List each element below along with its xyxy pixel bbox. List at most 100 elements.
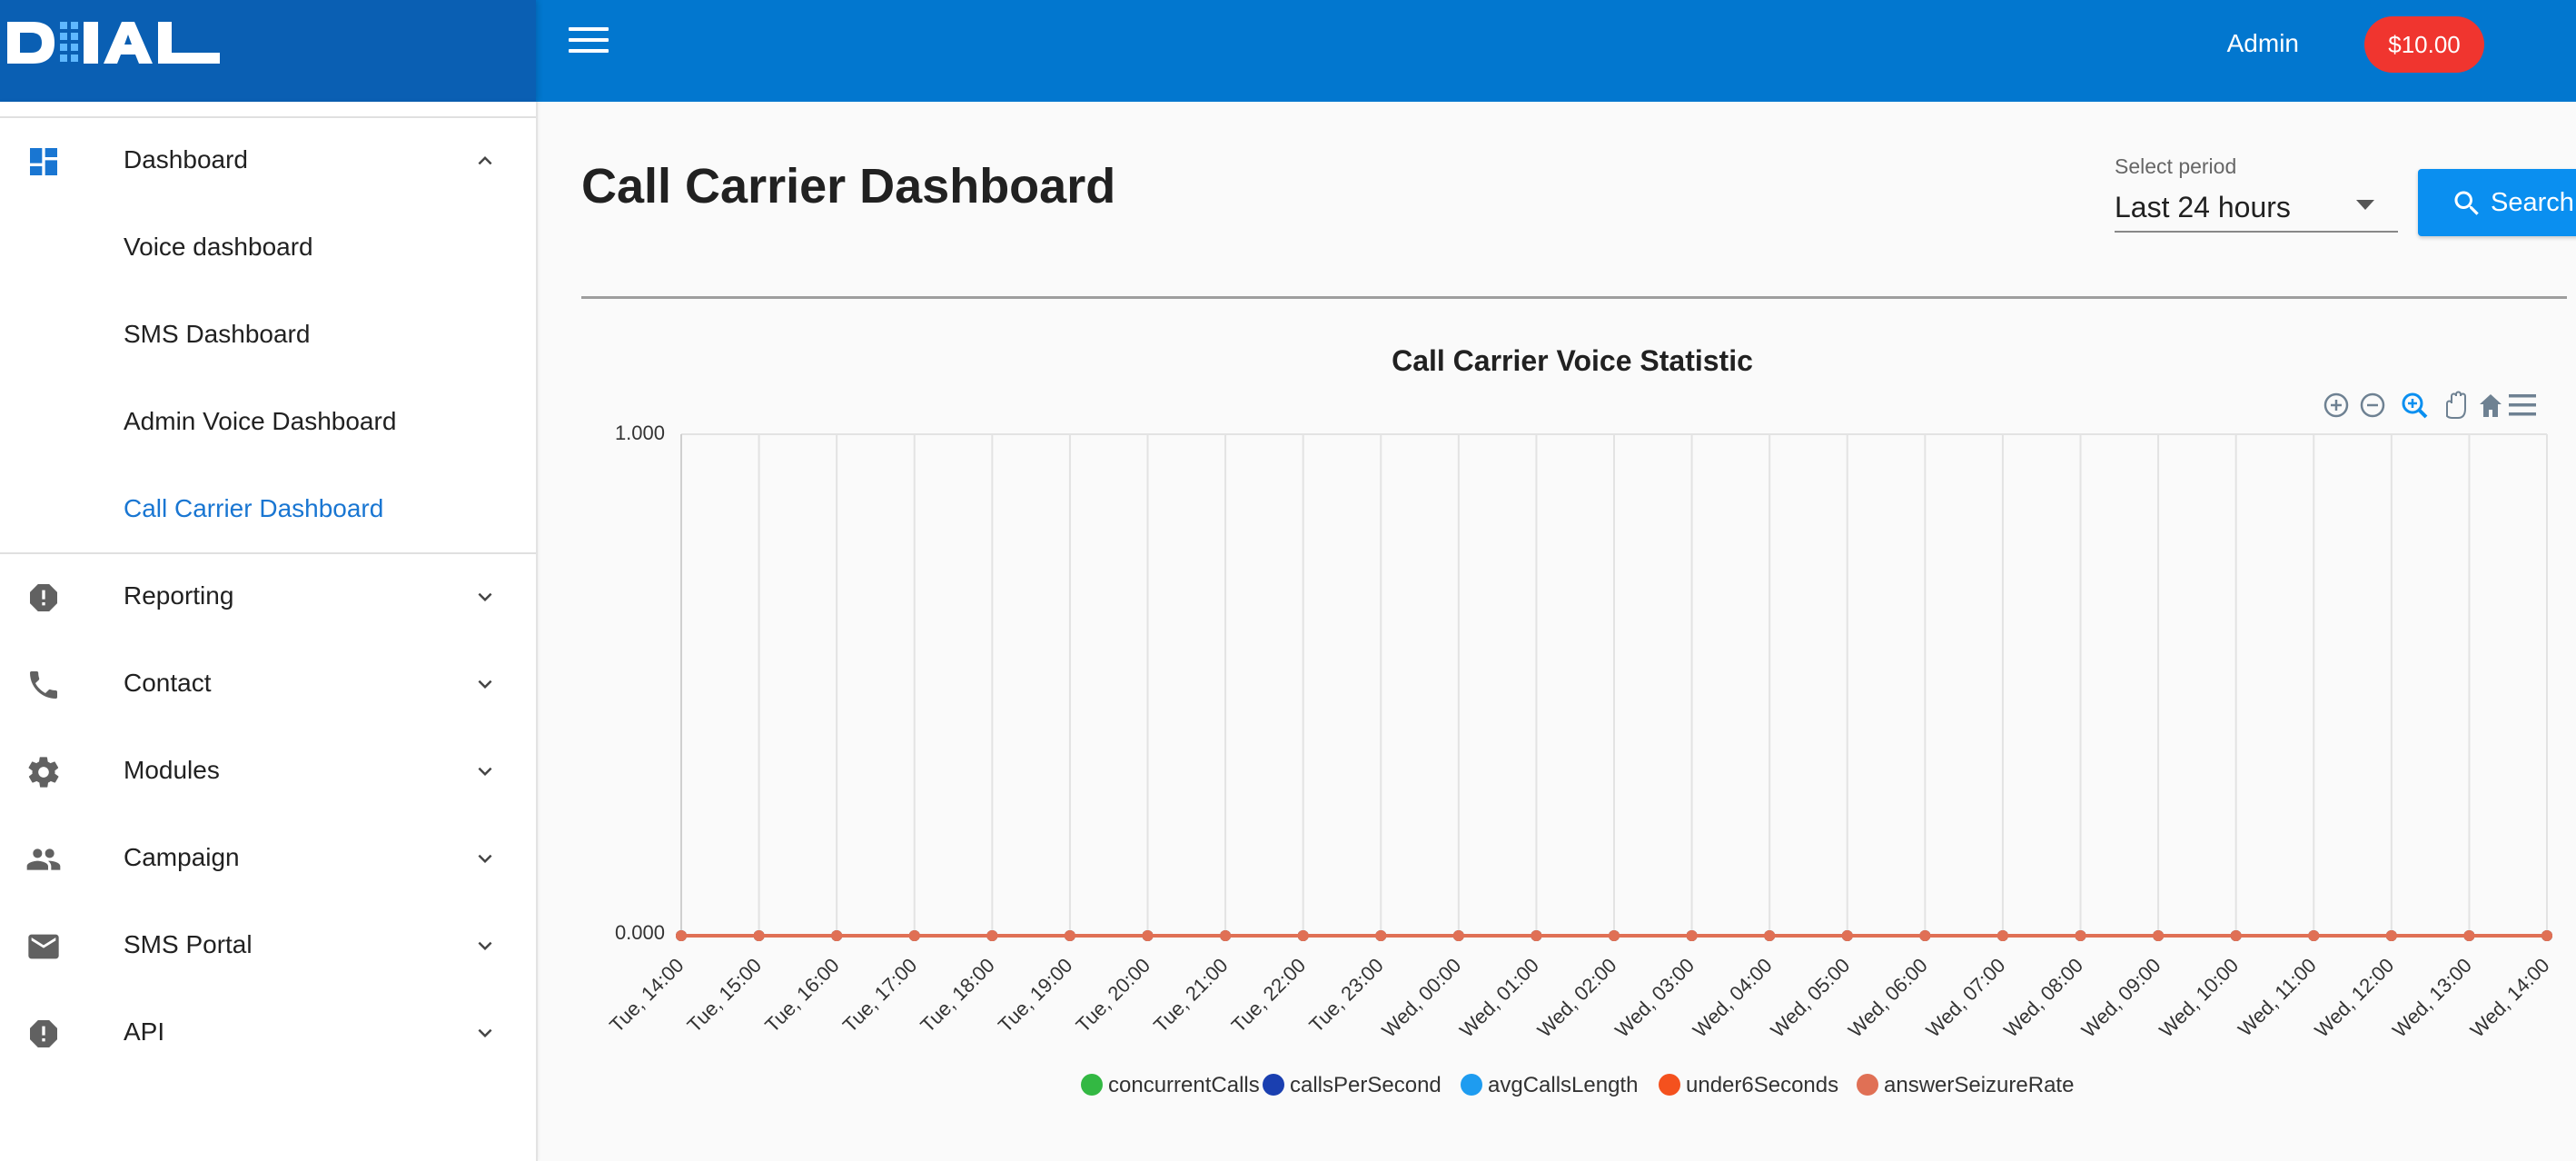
data-point-answerSeizureRate[interactable] bbox=[2385, 930, 2397, 941]
sidebar-item-label: Dashboard bbox=[124, 145, 248, 174]
zoom-in-icon[interactable] bbox=[2323, 392, 2349, 418]
chevron-down-icon[interactable] bbox=[469, 932, 501, 959]
chevron-down-icon[interactable] bbox=[469, 845, 501, 872]
legend-marker bbox=[1659, 1074, 1680, 1096]
legend-marker bbox=[1081, 1074, 1103, 1096]
chevron-down-icon[interactable] bbox=[469, 583, 501, 610]
x-tick-label: Wed, 00:00 bbox=[1377, 954, 1465, 1042]
gear-icon bbox=[28, 757, 59, 788]
content-divider bbox=[581, 296, 2567, 299]
sidebar-item-reporting[interactable]: Reporting bbox=[0, 552, 536, 640]
x-tick-label: Wed, 06:00 bbox=[1844, 954, 1932, 1042]
sidebar-subitem-label: Voice dashboard bbox=[124, 233, 313, 261]
data-point-answerSeizureRate[interactable] bbox=[2308, 930, 2320, 941]
data-point-answerSeizureRate[interactable] bbox=[2541, 930, 2552, 941]
sidebar-item-campaign[interactable]: Campaign bbox=[0, 814, 536, 901]
sidebar-item-label: SMS Portal bbox=[124, 930, 253, 958]
sidebar-item-sms-portal[interactable]: SMS Portal bbox=[0, 901, 536, 988]
data-point-answerSeizureRate[interactable] bbox=[676, 930, 687, 941]
logo-area bbox=[0, 0, 536, 102]
data-point-answerSeizureRate[interactable] bbox=[2075, 930, 2086, 941]
x-tick-label: Wed, 12:00 bbox=[2310, 954, 2398, 1042]
data-point-answerSeizureRate[interactable] bbox=[1375, 930, 1387, 941]
sidebar-item-label: API bbox=[124, 1017, 165, 1046]
x-tick-label: Tue, 20:00 bbox=[1072, 954, 1154, 1037]
legend-marker bbox=[1461, 1074, 1482, 1096]
x-tick-label: Wed, 08:00 bbox=[1999, 954, 2087, 1042]
main-content: Call Carrier Dashboard Select period Las… bbox=[536, 102, 2576, 1161]
data-point-answerSeizureRate[interactable] bbox=[1297, 930, 1309, 941]
legend-item-avgCallsLength[interactable]: avgCallsLength bbox=[1461, 1073, 1638, 1097]
alert-circle-icon bbox=[30, 1020, 57, 1047]
home-reset-icon[interactable] bbox=[2480, 394, 2502, 417]
sidebar-item-api[interactable]: API bbox=[0, 988, 536, 1076]
zoom-selection-icon[interactable] bbox=[2402, 392, 2428, 419]
legend-label: concurrentCalls bbox=[1108, 1073, 1260, 1097]
chart-menu-icon[interactable] bbox=[2509, 394, 2536, 416]
sidebar-subitem-call-carrier-dashboard[interactable]: Call Carrier Dashboard bbox=[0, 465, 536, 552]
chevron-down-icon[interactable] bbox=[469, 1019, 501, 1047]
chart-gridlines bbox=[680, 433, 2548, 934]
chevron-up-icon[interactable] bbox=[469, 147, 501, 174]
sidebar-item-contact[interactable]: Contact bbox=[0, 640, 536, 727]
data-point-answerSeizureRate[interactable] bbox=[1996, 930, 2008, 941]
data-point-answerSeizureRate[interactable] bbox=[908, 930, 920, 941]
menu-toggle-button[interactable] bbox=[569, 27, 609, 60]
data-point-answerSeizureRate[interactable] bbox=[1919, 930, 1931, 941]
data-point-answerSeizureRate[interactable] bbox=[1841, 930, 1853, 941]
sidebar-subitem-sms-dashboard[interactable]: SMS Dashboard bbox=[0, 291, 536, 378]
sidebar-item-dashboard[interactable]: Dashboard bbox=[0, 116, 536, 203]
x-tick-label: Wed, 11:00 bbox=[2234, 954, 2321, 1041]
data-point-answerSeizureRate[interactable] bbox=[2230, 930, 2242, 941]
data-point-answerSeizureRate[interactable] bbox=[753, 930, 765, 941]
sidebar-subitem-label: Call Carrier Dashboard bbox=[124, 494, 384, 522]
search-button[interactable]: Search bbox=[2418, 169, 2576, 236]
data-point-answerSeizureRate[interactable] bbox=[1764, 930, 1776, 941]
data-point-answerSeizureRate[interactable] bbox=[1686, 930, 1698, 941]
sidebar-subitem-admin-voice-dashboard[interactable]: Admin Voice Dashboard bbox=[0, 378, 536, 465]
x-tick-label: Wed, 10:00 bbox=[2155, 954, 2243, 1042]
sidebar-subitem-voice-dashboard[interactable]: Voice dashboard bbox=[0, 203, 536, 291]
x-tick-label: Tue, 18:00 bbox=[916, 954, 998, 1037]
legend-label: avgCallsLength bbox=[1488, 1073, 1638, 1097]
sidebar-item-label: Contact bbox=[124, 669, 212, 697]
data-point-answerSeizureRate[interactable] bbox=[1452, 930, 1464, 941]
chevron-down-icon[interactable] bbox=[469, 758, 501, 785]
data-point-answerSeizureRate[interactable] bbox=[1531, 930, 1542, 941]
legend-item-concurrentCalls[interactable]: concurrentCalls bbox=[1081, 1073, 1260, 1097]
user-label[interactable]: Admin bbox=[2226, 29, 2299, 57]
sidebar-item-modules[interactable]: Modules bbox=[0, 727, 536, 814]
mail-icon bbox=[28, 934, 59, 959]
legend-marker bbox=[1857, 1074, 1878, 1096]
data-point-answerSeizureRate[interactable] bbox=[1220, 930, 1232, 941]
dial-logo[interactable] bbox=[5, 18, 223, 67]
sidebar-divider bbox=[0, 552, 536, 554]
top-app-bar: Admin $10.00 bbox=[0, 0, 2576, 102]
x-tick-label: Tue, 15:00 bbox=[683, 954, 766, 1037]
x-tick-label: Wed, 05:00 bbox=[1766, 954, 1854, 1042]
phone-icon bbox=[30, 671, 57, 699]
period-select[interactable]: Last 24 hours bbox=[2115, 180, 2398, 233]
legend-item-answerSeizureRate[interactable]: answerSeizureRate bbox=[1857, 1073, 2074, 1097]
data-point-answerSeizureRate[interactable] bbox=[1064, 930, 1075, 941]
sidebar-subitem-label: SMS Dashboard bbox=[124, 320, 311, 348]
legend-marker bbox=[1263, 1074, 1284, 1096]
data-point-answerSeizureRate[interactable] bbox=[986, 930, 998, 941]
legend-label: under6Seconds bbox=[1686, 1073, 1838, 1097]
data-point-answerSeizureRate[interactable] bbox=[1609, 930, 1620, 941]
legend-item-under6Seconds[interactable]: under6Seconds bbox=[1659, 1073, 1838, 1097]
chart-legend: concurrentCalls callsPerSecond avgCallsLen… bbox=[1081, 1073, 2074, 1097]
legend-item-callsPerSecond[interactable]: callsPerSecond bbox=[1263, 1073, 1442, 1097]
period-select-value: Last 24 hours bbox=[2115, 191, 2291, 223]
balance-badge[interactable]: $10.00 bbox=[2364, 16, 2484, 73]
x-tick-label: Tue, 23:00 bbox=[1304, 954, 1387, 1037]
menu-icon bbox=[569, 27, 609, 31]
pan-hand-icon[interactable] bbox=[2446, 391, 2466, 419]
data-point-answerSeizureRate[interactable] bbox=[2153, 930, 2165, 941]
data-point-answerSeizureRate[interactable] bbox=[2463, 930, 2475, 941]
data-point-answerSeizureRate[interactable] bbox=[831, 930, 843, 941]
chevron-down-icon[interactable] bbox=[469, 670, 501, 698]
data-point-answerSeizureRate[interactable] bbox=[1142, 930, 1154, 941]
zoom-out-icon[interactable] bbox=[2360, 392, 2385, 418]
